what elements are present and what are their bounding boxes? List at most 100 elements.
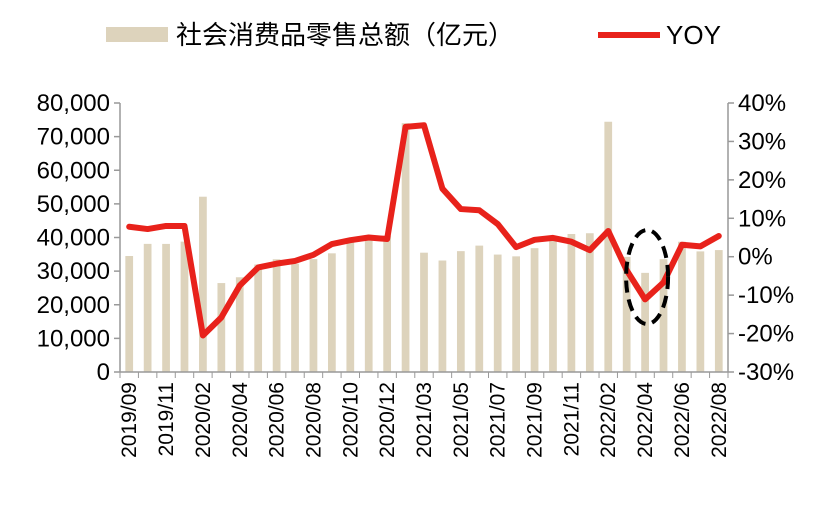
bar: [162, 243, 170, 372]
y-right-tick-label: -30%: [738, 359, 794, 386]
bar: [567, 233, 576, 372]
y-right-tick-label: -20%: [738, 321, 794, 348]
axes: 0 10,000 20,000 30,000 40,000 50,000 60,000 70,…: [37, 90, 794, 458]
yoy-point: [513, 244, 519, 250]
y-left-tick-label: 50,000: [37, 191, 110, 218]
yoy-point: [605, 228, 611, 234]
x-tick-label: 2021/09: [524, 382, 547, 458]
yoy-point: [347, 237, 353, 243]
yoy-point: [255, 264, 261, 270]
bar: [438, 260, 447, 372]
yoy-point: [384, 236, 390, 242]
yoy-point: [495, 221, 501, 227]
yoy-point: [163, 223, 169, 229]
yoy-point: [274, 261, 280, 267]
yoy-point: [568, 239, 574, 245]
bar: [254, 264, 263, 372]
yoy-point: [421, 122, 427, 128]
x-tick-label: 2019/09: [118, 382, 141, 458]
x-tick-label: 2020/12: [376, 382, 399, 458]
y-left-tick-label: 30,000: [37, 258, 110, 285]
legend-bar-label: 社会消费品零售总额（亿元）: [176, 20, 514, 50]
bar: [512, 256, 520, 372]
highlight-ellipse: [624, 228, 671, 326]
yoy-point: [679, 242, 685, 248]
bar: [585, 233, 594, 372]
x-tick-label: 2020/02: [192, 382, 215, 458]
x-tick-label: 2020/08: [302, 382, 325, 458]
yoy-point: [181, 223, 187, 229]
bar: [678, 241, 686, 372]
bar: [235, 277, 244, 372]
yoy-point: [237, 283, 243, 289]
yoy-point: [200, 332, 206, 338]
y-left-tick-label: 20,000: [37, 292, 110, 319]
yoy-point: [310, 252, 316, 258]
y-right-tick-label: 40%: [738, 90, 786, 117]
yoy-point: [329, 241, 335, 247]
x-tick-label: 2020/06: [266, 382, 289, 458]
bar: [622, 256, 631, 372]
y-left-tick-label: 40,000: [37, 225, 110, 252]
x-tick-label: 2022/02: [597, 382, 620, 458]
bar: [401, 123, 410, 372]
bar: [309, 259, 318, 372]
y-right-tick-label: 10%: [738, 205, 786, 232]
yoy-point: [532, 237, 538, 243]
bar: [346, 242, 355, 372]
bar: [272, 259, 281, 372]
yoy-point: [716, 233, 722, 239]
y-right-tick-label: 20%: [738, 167, 786, 194]
bar: [475, 245, 484, 372]
y-left-tick-label: 10,000: [37, 325, 110, 352]
y-left-tick-label: 60,000: [37, 157, 110, 184]
legend: 社会消费品零售总额（亿元） YOY: [106, 20, 721, 50]
yoy-point: [458, 206, 464, 212]
x-tick-label: 2022/06: [671, 382, 694, 458]
yoy-point: [126, 224, 132, 230]
bar: [217, 283, 226, 372]
bar: [180, 241, 189, 372]
y-left-tick-label: 80,000: [37, 90, 110, 117]
x-tick-label: 2021/07: [487, 382, 510, 458]
yoy-point: [439, 186, 445, 192]
yoy-point: [550, 235, 556, 241]
yoy-point: [403, 124, 409, 130]
bar: [328, 253, 336, 372]
yoy-point: [587, 247, 593, 253]
y-left-tick-label: 70,000: [37, 124, 110, 151]
x-tick-label: 2019/11: [155, 382, 178, 456]
annotation: [624, 228, 671, 326]
x-tick-label: 2022/04: [634, 382, 657, 458]
x-tick-label: 2022/08: [708, 382, 731, 458]
bar: [125, 256, 134, 372]
yoy-point: [218, 314, 224, 320]
x-tick-label: 2020/10: [339, 382, 362, 458]
y-right-tick-label: 30%: [738, 128, 786, 155]
legend-bar-swatch: [106, 27, 168, 42]
x-tick-label: 2020/04: [229, 382, 252, 458]
yoy-point: [476, 207, 482, 213]
bar: [493, 254, 502, 372]
yoy-series: [126, 122, 722, 339]
yoy-point: [292, 258, 298, 264]
bar: [530, 248, 539, 372]
yoy-point: [697, 243, 703, 249]
bar: [456, 251, 465, 372]
yoy-point: [642, 296, 648, 302]
bar: [659, 259, 668, 372]
bar: [549, 235, 557, 372]
x-tick-label: 2021/05: [450, 382, 473, 458]
bar: [291, 263, 299, 372]
y-left-tick-label: 0: [97, 359, 110, 386]
y-right-tick-label: 0%: [738, 244, 773, 271]
legend-line-label: YOY: [666, 20, 721, 50]
bar: [604, 121, 613, 372]
bar: [364, 239, 373, 372]
x-tick-label: 2021/03: [413, 382, 436, 458]
y-right-tick-label: -10%: [738, 282, 794, 309]
bar-series: [125, 121, 723, 372]
bar: [714, 250, 723, 372]
yoy-point: [145, 226, 151, 232]
